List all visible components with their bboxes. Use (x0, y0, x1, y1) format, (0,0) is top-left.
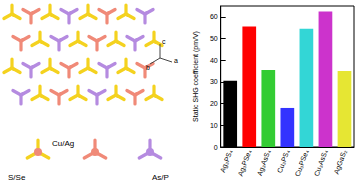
svg-text:As/P: As/P (152, 173, 169, 182)
svg-text:0: 0 (214, 144, 218, 151)
svg-text:Cu₃PS₄: Cu₃PS₄ (276, 149, 291, 174)
svg-text:Cu₃PSe₄: Cu₃PSe₄ (294, 149, 310, 178)
svg-text:Cu₃AsS₄: Cu₃AsS₄ (313, 149, 329, 177)
svg-text:10: 10 (210, 122, 218, 129)
svg-text:Ag₃PSe₄: Ag₃PSe₄ (237, 149, 254, 178)
svg-text:c: c (162, 38, 166, 45)
svg-text:20: 20 (210, 100, 218, 107)
svg-text:50: 50 (210, 35, 218, 42)
svg-text:S/Se: S/Se (8, 173, 26, 182)
svg-text:Ag₃PS₄: Ag₃PS₄ (219, 149, 235, 174)
svg-text:AgGaS₂: AgGaS₂ (333, 149, 349, 176)
svg-text:Static SHG coefficient (pm/V): Static SHG coefficient (pm/V) (192, 31, 200, 122)
svg-text:30: 30 (210, 78, 218, 85)
svg-text:Cu/Ag: Cu/Ag (52, 139, 74, 148)
svg-text:40: 40 (210, 57, 218, 64)
svg-text:b: b (146, 64, 150, 71)
svg-text:Ag₃AsS₄: Ag₃AsS₄ (256, 149, 273, 177)
svg-text:60: 60 (210, 13, 218, 20)
svg-text:a: a (174, 57, 178, 64)
